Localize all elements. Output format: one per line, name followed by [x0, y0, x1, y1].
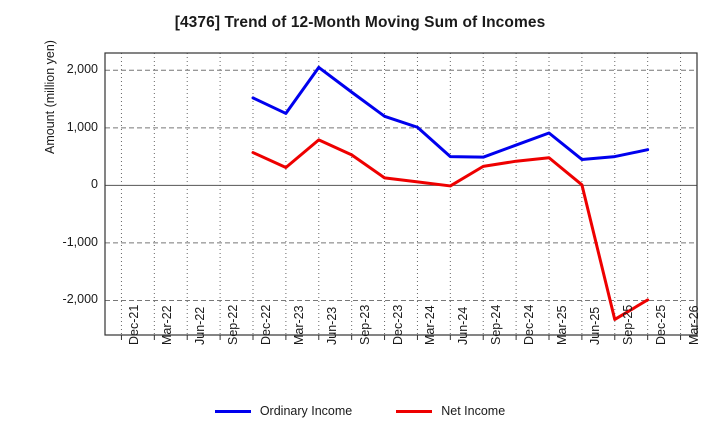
x-axis-tick-label: Dec-21	[127, 304, 142, 345]
y-axis-tick-label: 1,000	[66, 119, 98, 134]
y-axis-tick-label: 0	[91, 177, 98, 192]
x-axis-tick-label: Jun-23	[324, 306, 339, 345]
x-axis-tick-label: Mar-23	[291, 305, 306, 345]
chart-title: [4376] Trend of 12-Month Moving Sum of I…	[174, 14, 546, 31]
x-axis-tick-label: Mar-24	[423, 305, 438, 345]
x-axis-tick-label: Dec-23	[390, 304, 405, 345]
x-axis-tick-label: Dec-22	[259, 304, 273, 345]
x-axis-tick-label: Jun-24	[456, 306, 471, 345]
legend-entry[interactable]: Net Income	[396, 404, 505, 418]
series-line-ordinary-income	[251, 65, 650, 161]
x-axis-tick-label: Dec-25	[653, 304, 668, 345]
y-axis-tick-label: -1,000	[62, 234, 98, 249]
x-axis-tick-label: Sep-22	[226, 304, 241, 345]
x-axis-tick-label: Mar-22	[160, 305, 175, 345]
x-axis-tick-label: Sep-24	[489, 304, 504, 345]
x-axis-tick-label: Sep-23	[357, 304, 372, 345]
y-axis-tick-label: 2,000	[66, 62, 98, 77]
legend-entry[interactable]: Ordinary Income	[214, 404, 353, 418]
x-axis-tick-label: Mar-25	[555, 305, 569, 345]
legend-color-swatch	[214, 409, 251, 413]
x-axis-tick-label: Jun-22	[193, 306, 208, 345]
x-axis-tick-label: Jun-25	[587, 306, 602, 345]
legend-label: Net Income	[441, 404, 506, 418]
x-axis-tick-label: Sep-25	[620, 304, 635, 345]
x-axis-tick-label: Dec-24	[522, 304, 537, 345]
legend-label: Ordinary Income	[259, 404, 353, 418]
x-axis-tick-label: Mar-26	[686, 305, 701, 345]
series-line-net-income	[251, 138, 650, 321]
chart-legend: Ordinary Income Net Income	[0, 404, 720, 418]
plot-frame	[104, 52, 698, 336]
legend-color-swatch	[396, 409, 433, 413]
y-axis-tick-label: -2,000	[62, 292, 98, 307]
